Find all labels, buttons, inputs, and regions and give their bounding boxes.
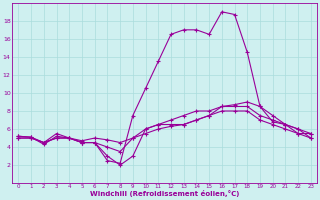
X-axis label: Windchill (Refroidissement éolien,°C): Windchill (Refroidissement éolien,°C)	[90, 190, 239, 197]
